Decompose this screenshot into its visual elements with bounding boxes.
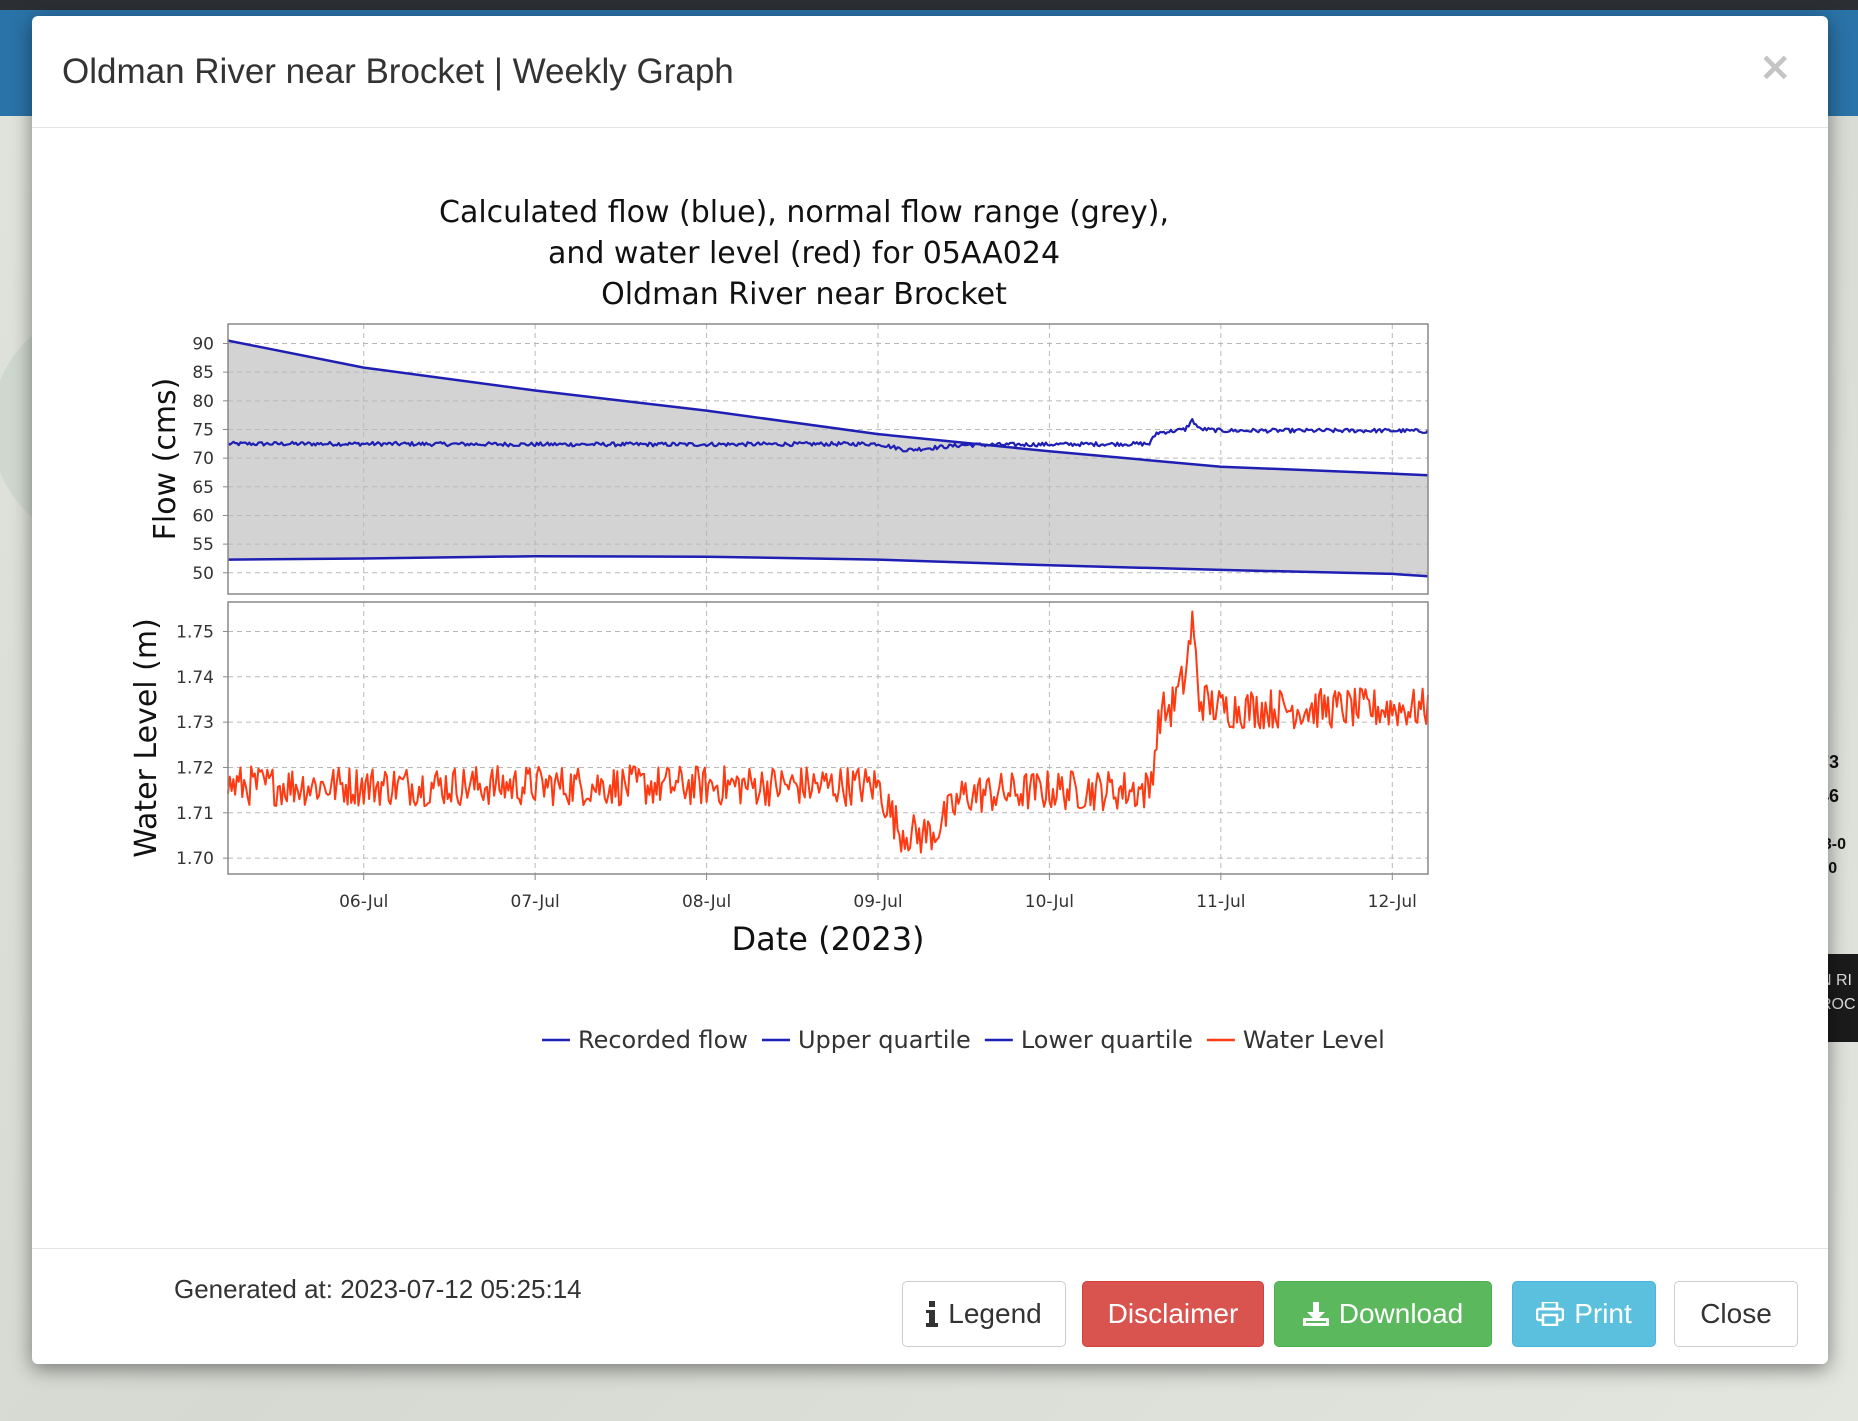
plot-background	[228, 602, 1428, 874]
plot-border	[227, 601, 1429, 875]
lower-quartile-line	[227, 554, 1429, 578]
disclaimer-button-label: Disclaimer	[1107, 1298, 1239, 1329]
download-button[interactable]: Download	[1274, 1281, 1492, 1347]
y-tick-label: 1.71	[176, 804, 214, 824]
legend-label: Water Level	[1243, 1026, 1385, 1054]
disclaimer-button[interactable]: Disclaimer	[1082, 1281, 1264, 1347]
close-x-button[interactable]: ×	[1752, 46, 1798, 88]
modal-title: Oldman River near Brocket | Weekly Graph	[62, 52, 734, 91]
y-tick-label: 1.74	[176, 668, 214, 688]
x-tick-label: 07-Jul	[511, 892, 560, 912]
y-tick-label: 80	[192, 392, 214, 412]
y-tick-label: 65	[192, 478, 214, 498]
x-tick-label: 11-Jul	[1196, 892, 1245, 912]
recorded-flow-line	[227, 418, 1429, 453]
download-icon	[1302, 1302, 1329, 1326]
y-tick-label: 70	[192, 449, 214, 469]
print-button-label: Print	[1574, 1298, 1632, 1329]
x-tick-label: 12-Jul	[1368, 892, 1417, 912]
generated-timestamp: Generated at: 2023-07-12 05:25:14	[174, 1274, 582, 1304]
legend-label: Recorded flow	[578, 1026, 748, 1054]
legend-button-label: Legend	[948, 1298, 1042, 1329]
y-axis-label: Water Level (m)	[129, 618, 164, 858]
legend-label: Lower quartile	[1021, 1026, 1193, 1054]
water-level-panel: 1.70 1.71 1.72 1.73 1.74 1.75 Water Level (m)	[129, 601, 1429, 875]
y-tick-label: 1.72	[176, 758, 214, 778]
print-button[interactable]: Print	[1512, 1281, 1656, 1347]
map-side-dark-label: ROC	[1820, 996, 1856, 1013]
flow-panel: 50 55 60 65 70 75 80 85 90 Flow (cms)	[148, 323, 1429, 595]
y-tick-label: 50	[192, 564, 214, 584]
chart-title-line: and water level (red) for 05AA024	[548, 236, 1060, 271]
close-button[interactable]: Close	[1674, 1281, 1798, 1347]
legend-button[interactable]: Legend	[902, 1281, 1066, 1347]
upper-quartile-line	[227, 339, 1429, 477]
print-icon	[1536, 1302, 1565, 1326]
x-tick-label: 09-Jul	[853, 892, 902, 912]
chart-legend: Recorded flow Upper quartile Lower quartil…	[542, 1026, 1385, 1054]
map-side-dark-label: N RI	[1820, 972, 1852, 989]
x-axis-label: Date (2023)	[731, 920, 924, 958]
chart-area: Calculated flow (blue), normal flow rang…	[32, 128, 1828, 1304]
modal-header: Oldman River near Brocket | Weekly Graph…	[32, 16, 1828, 128]
legend-label: Upper quartile	[798, 1026, 971, 1054]
y-tick-label: 60	[192, 506, 214, 526]
y-tick-label: 55	[192, 535, 214, 555]
chart-title-line: Calculated flow (blue), normal flow rang…	[439, 195, 1169, 230]
weekly-graph-chart: Calculated flow (blue), normal flow rang…	[129, 195, 1429, 1054]
y-tick-label: 1.73	[176, 713, 214, 733]
y-tick-label: 85	[192, 363, 214, 383]
y-tick-label: 1.70	[176, 849, 214, 869]
y-tick-label: 75	[192, 420, 214, 440]
x-tick-label: 08-Jul	[682, 892, 731, 912]
download-button-label: Download	[1338, 1298, 1464, 1329]
y-tick-label: 1.75	[176, 622, 214, 642]
water-level-line	[227, 610, 1429, 854]
info-icon	[926, 1301, 939, 1327]
x-tick-label: 06-Jul	[339, 892, 388, 912]
chart-title: Calculated flow (blue), normal flow rang…	[439, 195, 1169, 312]
weekly-graph-modal: Oldman River near Brocket | Weekly Graph…	[32, 16, 1828, 1364]
plot-border	[227, 323, 1429, 595]
y-axis-label: Flow (cms)	[148, 378, 183, 541]
normal-range-area	[228, 340, 1428, 577]
chart-title-line: Oldman River near Brocket	[601, 277, 1007, 312]
y-tick-label: 90	[192, 334, 214, 354]
x-axis: 06-Jul 07-Jul 08-Jul 09-Jul 10-Jul 11-Jul 12-J…	[339, 874, 1417, 958]
close-button-label: Close	[1700, 1298, 1772, 1329]
x-tick-label: 10-Jul	[1025, 892, 1074, 912]
modal-footer: Legend Disclaimer Download Print Close	[32, 1248, 1828, 1364]
